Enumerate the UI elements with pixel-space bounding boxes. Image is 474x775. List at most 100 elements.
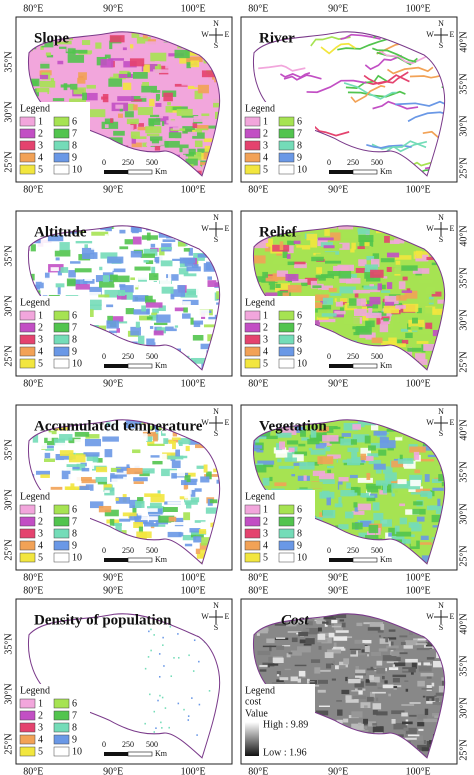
panel-title: River <box>259 30 295 46</box>
lon-label: 100°E <box>181 572 206 583</box>
compass-letter: W <box>201 30 209 39</box>
legend-label: 5 <box>263 552 268 563</box>
legend-swatch <box>19 698 36 709</box>
legend-swatch <box>278 504 295 515</box>
lat-label: 35°N <box>458 267 469 288</box>
legend-label: 8 <box>72 140 77 151</box>
legend-label: 6 <box>72 698 77 709</box>
legend-swatch <box>244 552 261 563</box>
legend-swatch <box>53 140 70 151</box>
lon-label: 80°E <box>248 184 268 195</box>
scale-bar-white <box>352 169 378 175</box>
legend-label: 10 <box>297 358 307 369</box>
lat-label: 25°N <box>3 733 14 754</box>
legend-label: 8 <box>72 528 77 539</box>
scale-unit: Km <box>380 167 393 176</box>
legend-swatch <box>278 540 295 551</box>
legend-swatch <box>244 504 261 515</box>
compass-letter: E <box>450 418 455 427</box>
scale-bar-black <box>104 364 128 368</box>
legend-label: 10 <box>72 358 82 369</box>
lon-label: 100°E <box>181 184 206 195</box>
scale-bar-white <box>127 363 153 369</box>
legend-label: 9 <box>72 346 77 357</box>
scale-label: 0 <box>102 158 106 167</box>
legend-label: 5 <box>263 358 268 369</box>
legend-swatch <box>244 152 261 163</box>
compass-letter: W <box>426 612 434 621</box>
legend-label: 3 <box>263 140 268 151</box>
legend-swatch <box>19 116 36 127</box>
legend-swatch <box>19 322 36 333</box>
legend-label: 1 <box>38 504 43 515</box>
legend-label: 1 <box>38 116 43 127</box>
legend-label: 1 <box>263 116 268 127</box>
scale-label: 500 <box>371 352 383 361</box>
legend-swatch <box>53 358 70 369</box>
legend-label: 9 <box>297 152 302 163</box>
legend-label: 10 <box>297 552 307 563</box>
compass-letter: N <box>438 601 444 610</box>
lon-label: 90°E <box>328 585 348 596</box>
legend-swatch <box>19 516 36 527</box>
compass-rose <box>209 416 223 430</box>
legend-label: 7 <box>297 322 302 333</box>
legend-value-label: Value <box>245 708 268 719</box>
legend-swatch <box>19 358 36 369</box>
legend-swatch <box>278 310 295 321</box>
legend-label: 4 <box>38 152 43 163</box>
compass-letter: E <box>225 418 230 427</box>
lat-label: 40°N <box>458 31 469 52</box>
legend-swatch <box>278 552 295 563</box>
legend-swatch <box>244 334 261 345</box>
legend-swatch <box>19 310 36 321</box>
lat-label: 30°N <box>458 503 469 524</box>
legend-label: 8 <box>297 140 302 151</box>
scale-unit: Km <box>155 167 168 176</box>
lon-label: 80°E <box>23 184 43 195</box>
legend-label: 3 <box>38 528 43 539</box>
legend-label: 8 <box>72 334 77 345</box>
compass-letter: S <box>439 623 443 632</box>
lat-label: 25°N <box>3 345 14 366</box>
legend-swatch <box>53 116 70 127</box>
compass-rose <box>434 28 448 42</box>
legend-label: 2 <box>38 322 43 333</box>
legend-swatch <box>278 322 295 333</box>
legend-swatch <box>244 346 261 357</box>
scale-label: 0 <box>327 546 331 555</box>
lat-label: 40°N <box>458 225 469 246</box>
compass-letter: W <box>201 612 209 621</box>
legend-title: Legend <box>245 491 275 502</box>
legend-label: 6 <box>297 310 302 321</box>
legend-label: 7 <box>72 128 77 139</box>
panel-title: Slope <box>34 30 69 46</box>
legend-title: Legend <box>245 103 275 114</box>
lon-label: 80°E <box>23 766 43 775</box>
lon-label: 80°E <box>23 585 43 596</box>
lon-label: 100°E <box>406 3 431 14</box>
legend-swatch <box>19 504 36 515</box>
scale-label: 250 <box>122 158 134 167</box>
scale-label: 500 <box>371 158 383 167</box>
legend-swatch <box>244 116 261 127</box>
lon-label: 100°E <box>181 585 206 596</box>
scale-bar-white <box>127 169 153 175</box>
panel-title: Altitude <box>34 224 87 240</box>
lon-label: 100°E <box>181 3 206 14</box>
compass-letter: N <box>213 601 219 610</box>
legend-swatch <box>278 128 295 139</box>
legend-label: 4 <box>38 346 43 357</box>
compass-letter: E <box>450 612 455 621</box>
compass-letter: N <box>213 19 219 28</box>
compass-letter: W <box>201 418 209 427</box>
scale-label: 0 <box>327 352 331 361</box>
scale-label: 250 <box>347 546 359 555</box>
lat-label: 25°N <box>458 739 469 760</box>
legend-swatch <box>244 358 261 369</box>
legend-label: 6 <box>72 504 77 515</box>
compass-letter: E <box>225 224 230 233</box>
lat-label: 30°N <box>3 683 14 704</box>
legend-label: 9 <box>72 734 77 745</box>
compass-rose <box>209 222 223 236</box>
